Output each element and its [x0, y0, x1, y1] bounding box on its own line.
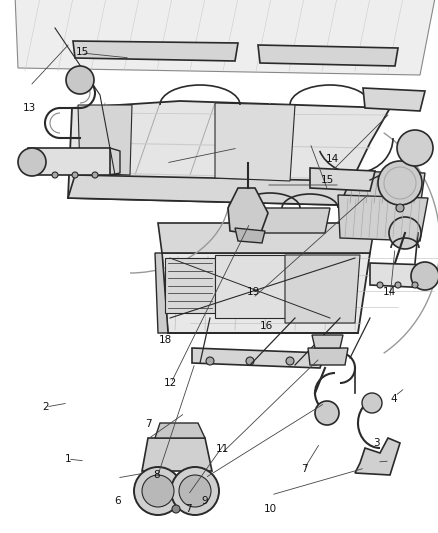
Circle shape — [378, 161, 422, 205]
Text: 12: 12 — [164, 378, 177, 387]
Text: 2: 2 — [42, 402, 49, 411]
Text: 7: 7 — [301, 464, 308, 474]
Polygon shape — [78, 105, 132, 175]
Circle shape — [362, 393, 382, 413]
Circle shape — [397, 130, 433, 166]
Text: 7: 7 — [145, 419, 152, 429]
Circle shape — [18, 148, 46, 176]
Polygon shape — [228, 188, 268, 235]
Circle shape — [206, 357, 214, 365]
Text: 8: 8 — [153, 471, 160, 480]
Text: 9: 9 — [201, 496, 208, 506]
Text: 16: 16 — [260, 321, 273, 331]
Polygon shape — [68, 101, 390, 205]
Circle shape — [389, 217, 421, 249]
Text: 14: 14 — [383, 287, 396, 297]
Polygon shape — [28, 148, 110, 175]
Polygon shape — [370, 263, 430, 288]
Polygon shape — [342, 171, 425, 208]
Text: 3: 3 — [373, 439, 380, 448]
Circle shape — [171, 467, 219, 515]
Polygon shape — [258, 45, 398, 66]
Text: 18: 18 — [159, 335, 172, 345]
Text: 1: 1 — [64, 455, 71, 464]
Circle shape — [311, 357, 319, 365]
Circle shape — [396, 204, 404, 212]
Polygon shape — [158, 223, 375, 253]
Text: 11: 11 — [216, 444, 229, 454]
Polygon shape — [215, 103, 295, 181]
Circle shape — [179, 475, 211, 507]
Text: 6: 6 — [114, 496, 121, 506]
Polygon shape — [363, 88, 425, 111]
Text: 19: 19 — [247, 287, 260, 297]
Text: 15: 15 — [321, 175, 334, 185]
Text: 10: 10 — [264, 504, 277, 514]
Polygon shape — [310, 168, 375, 191]
Polygon shape — [73, 41, 238, 61]
Circle shape — [134, 467, 182, 515]
Text: 4: 4 — [391, 394, 398, 403]
Text: 13: 13 — [23, 103, 36, 112]
Polygon shape — [162, 253, 370, 333]
Circle shape — [246, 357, 254, 365]
Polygon shape — [165, 258, 215, 313]
Polygon shape — [312, 335, 343, 348]
Text: 7: 7 — [185, 504, 192, 514]
Polygon shape — [338, 195, 428, 241]
Polygon shape — [68, 175, 350, 205]
Circle shape — [377, 282, 383, 288]
Circle shape — [412, 282, 418, 288]
Polygon shape — [155, 423, 205, 438]
Circle shape — [66, 66, 94, 94]
Polygon shape — [235, 228, 265, 243]
Polygon shape — [285, 255, 360, 323]
Circle shape — [395, 282, 401, 288]
Polygon shape — [242, 208, 330, 233]
Polygon shape — [142, 438, 212, 471]
Circle shape — [172, 505, 180, 513]
Text: 14: 14 — [325, 154, 339, 164]
Polygon shape — [15, 0, 435, 75]
Circle shape — [286, 357, 294, 365]
Circle shape — [92, 172, 98, 178]
Polygon shape — [355, 438, 400, 475]
Text: 15: 15 — [76, 47, 89, 57]
Circle shape — [411, 262, 438, 290]
Circle shape — [315, 401, 339, 425]
Polygon shape — [155, 253, 168, 333]
Circle shape — [72, 172, 78, 178]
Polygon shape — [308, 348, 348, 365]
Circle shape — [52, 172, 58, 178]
Polygon shape — [215, 255, 285, 318]
Polygon shape — [192, 348, 325, 368]
Circle shape — [142, 475, 174, 507]
